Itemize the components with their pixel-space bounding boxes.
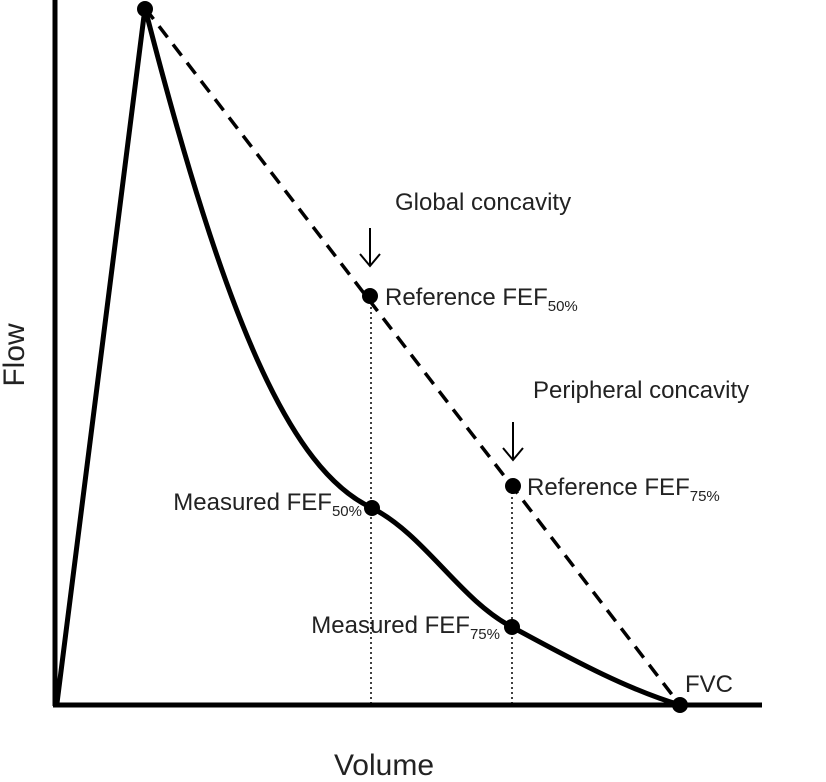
label-subscript: 50% <box>332 503 362 520</box>
label-text: Measured FEF <box>311 612 470 639</box>
x-axis-label: Volume <box>334 749 434 782</box>
point-label: Measured FEF75% <box>311 612 500 643</box>
label-text: Reference FEF <box>385 284 548 311</box>
label-subscript: 75% <box>690 488 720 505</box>
point-label: Measured FEF50% <box>173 489 362 520</box>
label-text: Reference FEF <box>527 474 690 501</box>
measured-point <box>504 619 520 635</box>
fvc-point <box>672 697 688 713</box>
measured-point <box>364 500 380 516</box>
annotation: Peripheral concavity <box>533 377 749 404</box>
annotation: Global concavity <box>395 189 571 216</box>
point-label: Reference FEF75% <box>527 474 720 505</box>
reference-point <box>362 288 378 304</box>
arrow <box>502 422 524 462</box>
reference-point <box>505 478 521 494</box>
label-text: Measured FEF <box>173 489 332 516</box>
point-label: Reference FEF50% <box>385 284 578 315</box>
reference-line <box>143 6 682 707</box>
label-subscript: 50% <box>548 298 578 315</box>
y-axis-label: Flow <box>0 323 31 387</box>
measured-curve <box>54 5 681 708</box>
label-subscript: 75% <box>470 626 500 643</box>
peak-point <box>137 1 153 17</box>
point-label: FVC <box>685 671 733 698</box>
arrow <box>359 228 381 268</box>
